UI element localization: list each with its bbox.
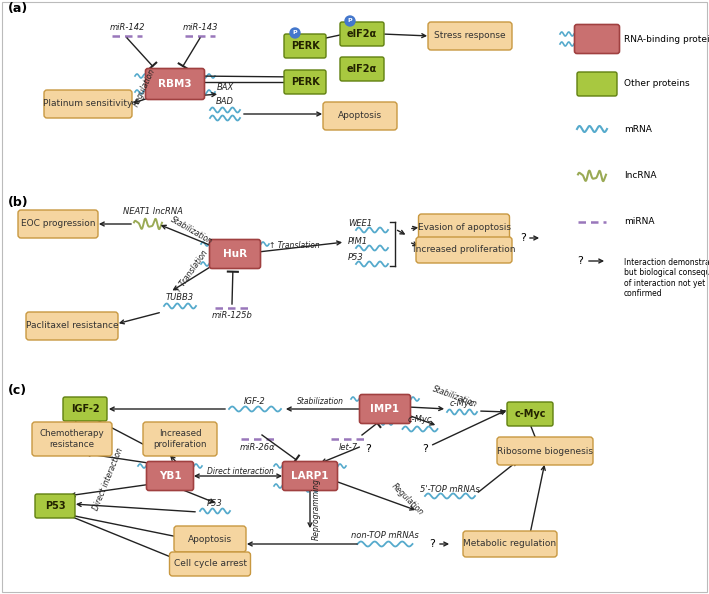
FancyBboxPatch shape [463, 531, 557, 557]
FancyBboxPatch shape [282, 462, 337, 491]
Text: 5'-TOP mRNAs: 5'-TOP mRNAs [420, 485, 480, 494]
Text: Regulation: Regulation [131, 67, 157, 108]
Text: miRNA: miRNA [624, 217, 654, 226]
Text: eIF2α: eIF2α [347, 29, 377, 39]
FancyBboxPatch shape [284, 34, 326, 58]
Text: c-Myc: c-Myc [514, 409, 546, 419]
FancyBboxPatch shape [143, 422, 217, 456]
Text: RNA-binding protein: RNA-binding protein [624, 34, 709, 43]
FancyBboxPatch shape [284, 70, 326, 94]
Text: ?: ? [422, 444, 428, 454]
Text: WEE1: WEE1 [348, 220, 372, 229]
Text: Stabilization: Stabilization [296, 397, 343, 406]
FancyBboxPatch shape [174, 526, 246, 552]
Text: P53: P53 [348, 254, 364, 263]
Text: IGF-2: IGF-2 [244, 397, 266, 406]
Text: NEAT1 lncRNA: NEAT1 lncRNA [123, 207, 183, 216]
Text: Stabilization: Stabilization [169, 216, 215, 247]
FancyBboxPatch shape [418, 214, 510, 240]
Text: IMP1: IMP1 [370, 404, 400, 414]
Text: Evasion of apoptosis: Evasion of apoptosis [418, 223, 510, 232]
FancyBboxPatch shape [340, 57, 384, 81]
Text: Cell cycle arrest: Cell cycle arrest [174, 560, 247, 568]
Text: Increased proliferation: Increased proliferation [413, 245, 515, 254]
FancyBboxPatch shape [497, 437, 593, 465]
Text: P: P [293, 30, 297, 36]
Text: (b): (b) [8, 196, 28, 209]
FancyBboxPatch shape [18, 210, 98, 238]
Text: ?: ? [577, 256, 583, 266]
Text: YB1: YB1 [159, 471, 182, 481]
Text: BAX: BAX [216, 84, 234, 93]
Text: miR-142: miR-142 [109, 24, 145, 33]
FancyBboxPatch shape [35, 494, 75, 518]
FancyBboxPatch shape [507, 402, 553, 426]
Text: non-TOP mRNAs: non-TOP mRNAs [351, 532, 419, 541]
Circle shape [290, 28, 300, 38]
FancyBboxPatch shape [574, 24, 620, 53]
FancyBboxPatch shape [577, 72, 617, 96]
Text: PIM1: PIM1 [348, 238, 368, 247]
Text: Stabilization: Stabilization [431, 385, 479, 409]
Text: Metabolic regulation: Metabolic regulation [464, 539, 557, 548]
Text: Increased
proliferation: Increased proliferation [153, 429, 207, 448]
Text: ↑ Translation: ↑ Translation [174, 249, 211, 295]
Text: BAD: BAD [216, 97, 234, 106]
Text: (a): (a) [8, 2, 28, 15]
Text: P53: P53 [45, 501, 65, 511]
Text: Regulation: Regulation [390, 481, 425, 517]
FancyBboxPatch shape [145, 68, 204, 100]
Text: ?: ? [365, 444, 371, 454]
FancyBboxPatch shape [63, 397, 107, 421]
Text: PERK: PERK [291, 77, 319, 87]
Text: let-7: let-7 [338, 443, 357, 451]
Text: Apoptosis: Apoptosis [188, 535, 232, 544]
Text: HuR: HuR [223, 249, 247, 259]
Text: Direct interaction: Direct interaction [91, 446, 125, 511]
Text: P: P [347, 18, 352, 24]
Text: Chemotherapy
resistance: Chemotherapy resistance [40, 429, 104, 448]
Text: Stress response: Stress response [434, 31, 506, 40]
FancyBboxPatch shape [32, 422, 112, 456]
FancyBboxPatch shape [169, 552, 250, 576]
Text: miR-143: miR-143 [182, 24, 218, 33]
Text: IGF-2: IGF-2 [71, 404, 99, 414]
Text: (c): (c) [8, 384, 27, 397]
FancyBboxPatch shape [323, 102, 397, 130]
Text: eIF2α: eIF2α [347, 64, 377, 74]
Text: Ribosome biogenesis: Ribosome biogenesis [497, 447, 593, 456]
FancyBboxPatch shape [416, 237, 512, 263]
Text: c-Myc: c-Myc [408, 415, 432, 424]
FancyBboxPatch shape [147, 462, 194, 491]
Circle shape [345, 16, 355, 26]
Text: Other proteins: Other proteins [624, 80, 690, 89]
Text: miR-125b: miR-125b [211, 311, 252, 321]
FancyBboxPatch shape [428, 22, 512, 50]
Text: lncRNA: lncRNA [624, 172, 657, 181]
Text: Platinum sensitivity: Platinum sensitivity [43, 100, 133, 109]
Text: TUBB3: TUBB3 [166, 293, 194, 302]
Text: ?: ? [520, 233, 526, 243]
FancyBboxPatch shape [359, 394, 411, 424]
Text: ?: ? [429, 539, 435, 549]
Text: RBM3: RBM3 [158, 79, 192, 89]
Text: PERK: PERK [291, 41, 319, 51]
Text: Reprogramming: Reprogramming [311, 478, 320, 540]
Text: P53: P53 [207, 500, 223, 508]
Text: mRNA: mRNA [624, 125, 652, 134]
Text: LARP1: LARP1 [291, 471, 329, 481]
FancyBboxPatch shape [26, 312, 118, 340]
Text: miR-26α: miR-26α [240, 443, 276, 451]
FancyBboxPatch shape [340, 22, 384, 46]
Text: Apoptosis: Apoptosis [338, 112, 382, 121]
Text: c-Myc: c-Myc [450, 400, 474, 409]
Text: EOC progression: EOC progression [21, 220, 95, 229]
FancyBboxPatch shape [209, 239, 260, 268]
Text: Direct interaction: Direct interaction [206, 467, 274, 476]
Text: Interaction demonstrated
but biological consequence
of interaction not yet
confi: Interaction demonstrated but biological … [624, 258, 709, 298]
Text: ↑ Translation: ↑ Translation [269, 242, 319, 251]
FancyBboxPatch shape [44, 90, 132, 118]
Text: Paclitaxel resistance: Paclitaxel resistance [26, 321, 118, 330]
